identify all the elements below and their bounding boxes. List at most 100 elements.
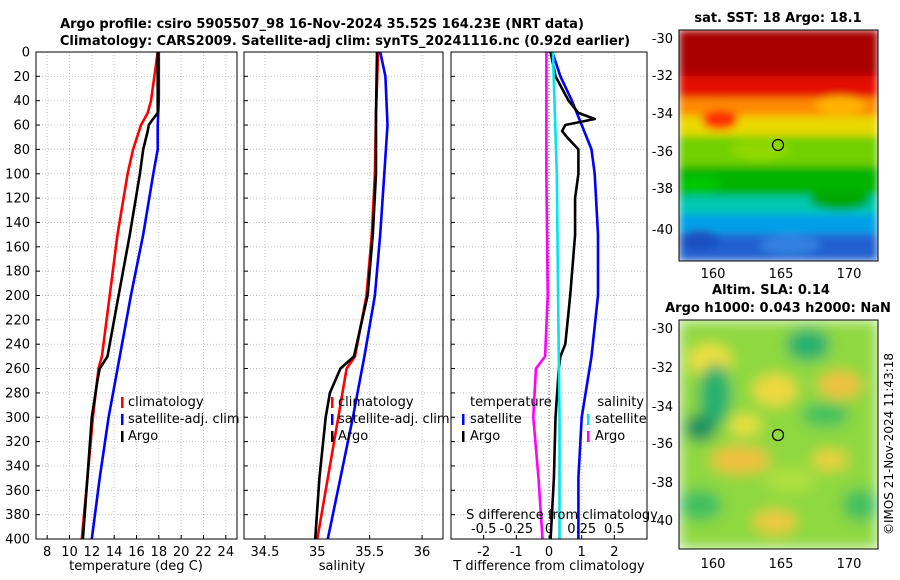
depth-tick-label: 360	[5, 484, 30, 499]
x-tick-label: 22	[195, 545, 212, 560]
s-difference-tick-label: 0.5	[604, 522, 625, 537]
legend-label-s-satellite: satellite	[595, 412, 647, 427]
x-tick-label: 0	[545, 545, 553, 560]
x-tick-label: 14	[106, 545, 123, 560]
depth-tick-label: 240	[5, 338, 30, 353]
x-tick-label: 35	[309, 545, 326, 560]
sst-xtick-label: 165	[769, 267, 794, 282]
legend-swatch-satellite	[121, 414, 124, 425]
series-line-argo	[313, 52, 379, 539]
x-tick-label: -2	[477, 545, 490, 560]
sla-xtick-label: 170	[837, 557, 862, 572]
depth-tick-label: 140	[5, 216, 30, 231]
series-line-argo	[81, 52, 159, 539]
x-tick-label: 36	[414, 545, 431, 560]
difference-xlabel: T difference from climatology	[452, 559, 645, 574]
legend-swatch-climatology	[331, 397, 334, 408]
legend-swatch-argo	[121, 431, 124, 442]
depth-tick-label: 160	[5, 240, 30, 255]
sst-ytick-label: -38	[652, 182, 673, 197]
legend-label-t-argo: Argo	[470, 429, 500, 444]
sla-xtick-label: 160	[701, 557, 726, 572]
depth-tick-label: 40	[13, 94, 30, 109]
sst-map-title: sat. SST: 18 Argo: 18.1	[694, 11, 861, 26]
series-line-salinity-argo	[531, 52, 550, 539]
x-tick-label: 2	[610, 545, 618, 560]
x-tick-label: 12	[84, 545, 101, 560]
salinity-panel: 34.5 35 35.5 36 salinity climatology satell…	[243, 51, 450, 574]
sst-ytick-label: -32	[652, 69, 673, 84]
s-difference-tick-labels: -0.5 -0.25 0 0.25 0.5	[471, 522, 625, 537]
argo-float-position-marker	[771, 138, 785, 152]
legend-title-temperature: temperature	[470, 395, 552, 410]
sla-map-yticks: -30 -32 -34 -36 -38 -40	[652, 322, 673, 529]
depth-tick-label: 20	[13, 70, 30, 85]
legend-swatch-s-satellite	[587, 414, 590, 425]
sst-map-yticks: -30 -32 -34 -36 -38 -40	[652, 32, 673, 238]
temperature-legend: climatology satellite-adj. clim Argo	[121, 395, 240, 444]
sla-ytick-label: -36	[652, 437, 673, 452]
difference-panel: -2 -1 0 1 2 T difference from climatology S …	[450, 51, 658, 574]
sst-xtick-label: 170	[837, 267, 862, 282]
legend-label-argo: Argo	[128, 429, 158, 444]
s-difference-label: S difference from climatology	[466, 508, 658, 523]
series-line-temperature-satellite	[551, 52, 600, 539]
legend-label-satellite: satellite-adj. clim	[338, 412, 450, 427]
depth-tick-label: 380	[5, 508, 30, 523]
sla-xtick-label: 165	[769, 557, 794, 572]
legend-label-climatology: climatology	[338, 395, 414, 410]
legend-swatch-argo	[331, 431, 334, 442]
depth-tick-label: 220	[5, 313, 30, 328]
x-tick-label: 18	[151, 545, 168, 560]
sst-ytick-label: -34	[652, 107, 673, 122]
depth-tick-label: 400	[5, 533, 30, 548]
depth-tick-label: 200	[5, 289, 30, 304]
figure-title-line2: Climatology: CARS2009. Satellite-adj cli…	[60, 34, 630, 49]
depth-tick-label: 320	[5, 435, 30, 450]
x-tick-label: 16	[128, 545, 145, 560]
depth-tick-label: 0	[22, 46, 30, 61]
legend-label-satellite: satellite-adj. clim	[128, 412, 240, 427]
sst-ytick-label: -36	[652, 145, 673, 160]
x-tick-label: 24	[218, 545, 235, 560]
salinity-tick-labels: 34.5 35 35.5 36	[250, 545, 430, 560]
difference-axes-frame	[450, 51, 648, 540]
legend-swatch-t-argo	[462, 431, 465, 442]
depth-tick-label: 80	[13, 143, 30, 158]
sla-map-title-line2: Argo h1000: 0.043 h2000: NaN	[665, 301, 891, 316]
x-tick-label: 34.5	[250, 545, 279, 560]
sla-ytick-label: -38	[652, 476, 673, 491]
sla-ytick-label: -34	[652, 400, 673, 415]
difference-legend: temperature satellite Argo salinity sate…	[462, 395, 647, 444]
legend-swatch-satellite	[331, 414, 334, 425]
sla-map-image	[679, 320, 878, 549]
sst-ytick-label: -40	[652, 223, 673, 238]
x-tick-label: -1	[510, 545, 523, 560]
legend-swatch-s-argo	[587, 431, 590, 442]
legend-swatch-t-satellite	[462, 414, 465, 425]
depth-tick-label: 60	[13, 119, 30, 134]
legend-label-s-argo: Argo	[595, 429, 625, 444]
sla-ytick-label: -40	[652, 514, 673, 529]
sla-map-frame	[678, 319, 879, 550]
temperature-xlabel: temperature (deg C)	[69, 559, 203, 574]
argo-float-position-marker	[771, 428, 785, 442]
depth-tick-labels: 0 20 40 60 80 100 120 140 160 180 200 220 240 260 280 3…	[5, 46, 30, 548]
sst-xtick-label: 160	[701, 267, 726, 282]
depth-tick-label: 280	[5, 386, 30, 401]
series-line-satellite-adj-clim	[326, 52, 389, 539]
s-difference-tick-label: 0.25	[567, 522, 596, 537]
sst-map: sat. SST: 18 Argo: 18.1	[652, 11, 879, 282]
depth-tick-label: 180	[5, 265, 30, 280]
legend-swatch-climatology	[121, 397, 124, 408]
s-difference-tick-label: 0	[545, 522, 553, 537]
x-tick-label: 20	[173, 545, 190, 560]
sla-ytick-label: -30	[652, 322, 673, 337]
temperature-series	[80, 52, 161, 539]
depth-tick-label: 260	[5, 362, 30, 377]
s-difference-tick-label: -0.5	[471, 522, 496, 537]
sla-map-xticks: 160 165 170	[701, 557, 862, 572]
temperature-grid	[36, 51, 237, 540]
salinity-legend: climatology satellite-adj. clim Argo	[331, 395, 450, 444]
